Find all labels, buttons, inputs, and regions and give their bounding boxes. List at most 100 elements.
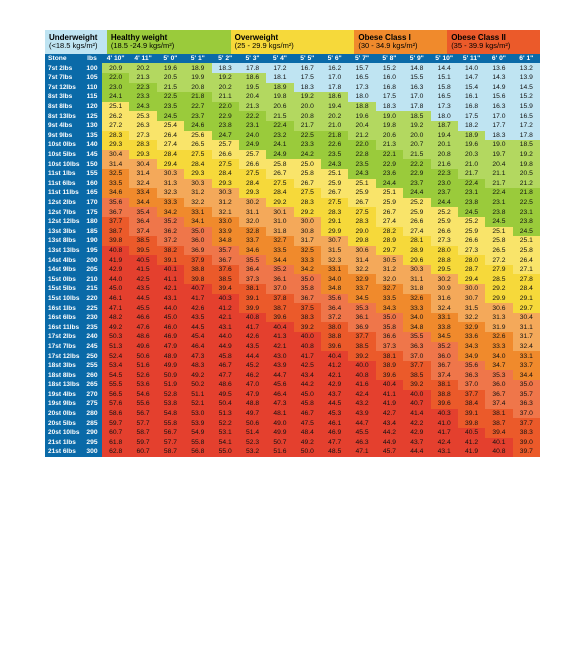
bmi-cell: 36.1 (348, 313, 375, 323)
lbs-cell: 270 (82, 390, 102, 400)
bmi-cell: 40.1 (485, 438, 512, 448)
bmi-cell: 47.1 (348, 447, 375, 457)
bmi-cell: 32.8 (239, 227, 266, 237)
bmi-cell: 14.7 (458, 73, 485, 83)
bmi-cell: 16.1 (458, 92, 485, 102)
bmi-cell: 41.2 (212, 303, 239, 313)
bmi-cell: 31.8 (403, 284, 430, 294)
bmi-row: 13st 13lbs19540.839.538.236.935.734.633.… (45, 246, 540, 256)
bmi-cell: 51.4 (239, 428, 266, 438)
bmi-cell: 35.7 (513, 390, 540, 400)
col-height: 4' 10" (102, 54, 129, 64)
lbs-cell: 245 (82, 342, 102, 352)
bmi-cell: 54.6 (129, 390, 156, 400)
bmi-cell: 32.9 (458, 322, 485, 332)
lbs-cell: 235 (82, 322, 102, 332)
bmi-cell: 35.2 (157, 217, 184, 227)
bmi-cell: 25.1 (321, 169, 348, 179)
bmi-cell: 27.5 (212, 159, 239, 169)
bmi-cell: 35.4 (129, 207, 156, 217)
bmi-cell: 22.4 (458, 179, 485, 189)
bmi-cell: 41.9 (376, 399, 403, 409)
bmi-cell: 36.7 (485, 390, 512, 400)
bmi-cell: 28.4 (239, 179, 266, 189)
bmi-cell: 19.2 (513, 150, 540, 160)
bmi-cell: 31.2 (212, 198, 239, 208)
stone-cell: 15st 10lbs (45, 294, 82, 304)
bmi-row: 17st 2lbs24050.348.646.945.444.042.641.3… (45, 332, 540, 342)
bmi-cell: 22.5 (294, 131, 321, 141)
stone-cell: 13st 13lbs (45, 246, 82, 256)
bmi-cell: 17.8 (403, 102, 430, 112)
bmi-cell: 21.5 (266, 111, 293, 121)
bmi-cell: 49.9 (157, 361, 184, 371)
bmi-cell: 30.0 (458, 284, 485, 294)
bmi-cell: 30.4 (129, 159, 156, 169)
bmi-cell: 30.3 (212, 188, 239, 198)
bmi-cell: 25.8 (294, 169, 321, 179)
lbs-cell: 100 (82, 63, 102, 73)
bmi-cell: 22.0 (102, 73, 129, 83)
bmi-cell: 29.6 (403, 255, 430, 265)
stone-cell: 7st 12lbs (45, 83, 82, 93)
lbs-cell: 170 (82, 198, 102, 208)
bmi-cell: 21.8 (321, 131, 348, 141)
bmi-cell: 22.8 (348, 150, 375, 160)
bmi-cell: 13.2 (513, 63, 540, 73)
bmi-cell: 51.9 (157, 380, 184, 390)
bmi-cell: 27.3 (129, 131, 156, 141)
lbs-cell: 295 (82, 438, 102, 448)
bmi-cell: 31.2 (376, 265, 403, 275)
bmi-cell: 37.7 (348, 332, 375, 342)
col-height: 4' 11" (129, 54, 156, 64)
bmi-cell: 22.2 (403, 159, 430, 169)
bmi-cell: 44.4 (239, 351, 266, 361)
bmi-cell: 47.7 (212, 370, 239, 380)
bmi-row: 10st 5lbs14530.429.328.427.526.625.724.9… (45, 150, 540, 160)
bmi-cell: 47.6 (129, 322, 156, 332)
bmi-cell: 23.5 (157, 102, 184, 112)
bmi-cell: 32.9 (348, 274, 375, 284)
bmi-cell: 36.2 (157, 227, 184, 237)
bmi-row: 18st 8lbs26054.552.650.949.247.746.244.7… (45, 370, 540, 380)
bmi-cell: 27.3 (431, 236, 458, 246)
bmi-cell: 34.8 (403, 322, 430, 332)
bmi-cell: 23.1 (239, 121, 266, 131)
bmi-cell: 15.2 (376, 63, 403, 73)
bmi-cell: 35.6 (321, 294, 348, 304)
bmi-cell: 29.3 (184, 169, 211, 179)
bmi-cell: 23.3 (129, 92, 156, 102)
bmi-cell: 42.1 (266, 342, 293, 352)
bmi-cell: 41.9 (102, 255, 129, 265)
bmi-cell: 37.0 (513, 409, 540, 419)
bmi-cell: 38.0 (321, 322, 348, 332)
bmi-cell: 26.7 (266, 169, 293, 179)
bmi-cell: 46.4 (266, 390, 293, 400)
bmi-cell: 32.4 (129, 179, 156, 189)
stone-cell: 19st 9lbs (45, 399, 82, 409)
lbs-cell: 195 (82, 246, 102, 256)
bmi-cell: 39.1 (458, 409, 485, 419)
bmi-cell: 16.3 (403, 83, 430, 93)
bmi-cell: 24.1 (266, 140, 293, 150)
bmi-cell: 33.3 (403, 303, 430, 313)
bmi-cell: 34.4 (513, 370, 540, 380)
bmi-cell: 19.0 (485, 140, 512, 150)
bmi-cell: 30.4 (513, 313, 540, 323)
bmi-cell: 27.2 (102, 121, 129, 131)
bmi-cell: 17.8 (239, 63, 266, 73)
bmi-cell: 28.9 (403, 246, 430, 256)
bmi-cell: 26.4 (157, 131, 184, 141)
bmi-cell: 17.2 (266, 63, 293, 73)
bmi-cell: 14.0 (458, 63, 485, 73)
bmi-cell: 18.2 (458, 121, 485, 131)
bmi-cell: 52.8 (157, 390, 184, 400)
bmi-cell: 39.6 (321, 342, 348, 352)
bmi-row: 8st 8lbs12025.124.323.522.722.021.320.62… (45, 102, 540, 112)
bmi-cell: 30.8 (294, 227, 321, 237)
bmi-cell: 28.4 (157, 150, 184, 160)
bmi-row: 16st 11lbs23549.247.646.044.543.141.740.… (45, 322, 540, 332)
bmi-cell: 25.1 (513, 236, 540, 246)
bmi-cell: 47.9 (157, 342, 184, 352)
bmi-cell: 18.7 (431, 121, 458, 131)
